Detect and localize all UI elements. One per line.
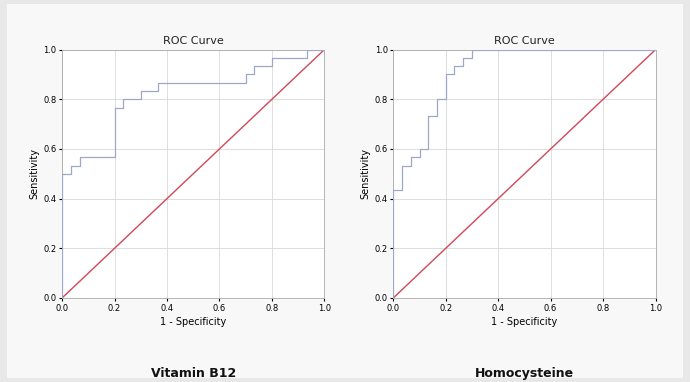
Y-axis label: Sensitivity: Sensitivity [29, 148, 39, 199]
Text: Vitamin B12: Vitamin B12 [150, 367, 236, 380]
Title: ROC Curve: ROC Curve [163, 36, 224, 46]
Y-axis label: Sensitivity: Sensitivity [360, 148, 371, 199]
Text: Homocysteine: Homocysteine [475, 367, 574, 380]
X-axis label: 1 - Specificity: 1 - Specificity [491, 317, 558, 327]
X-axis label: 1 - Specificity: 1 - Specificity [160, 317, 226, 327]
Title: ROC Curve: ROC Curve [494, 36, 555, 46]
